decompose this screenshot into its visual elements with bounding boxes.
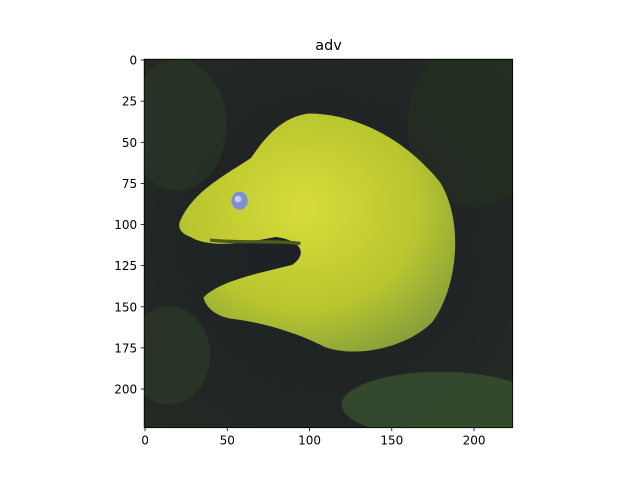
y-tick-label: 125 <box>114 259 137 273</box>
y-tick-label: 25 <box>122 95 137 109</box>
x-tick-label: 200 <box>463 434 486 448</box>
x-tick-label: 50 <box>220 434 235 448</box>
y-tick-label: 50 <box>122 136 137 150</box>
y-tick-label: 200 <box>114 383 137 397</box>
image <box>144 59 513 428</box>
y-tick-label: 150 <box>114 300 137 314</box>
y-tick-label: 0 <box>130 54 138 68</box>
x-tick-label: 150 <box>380 434 403 448</box>
axes-frame <box>143 58 514 429</box>
x-tick-label: 0 <box>141 434 149 448</box>
x-tick-label: 100 <box>298 434 321 448</box>
y-tick-label: 75 <box>122 177 137 191</box>
y-tick-label: 175 <box>114 341 137 355</box>
chart-title: adv <box>315 38 342 54</box>
y-tick-label: 100 <box>114 218 137 232</box>
